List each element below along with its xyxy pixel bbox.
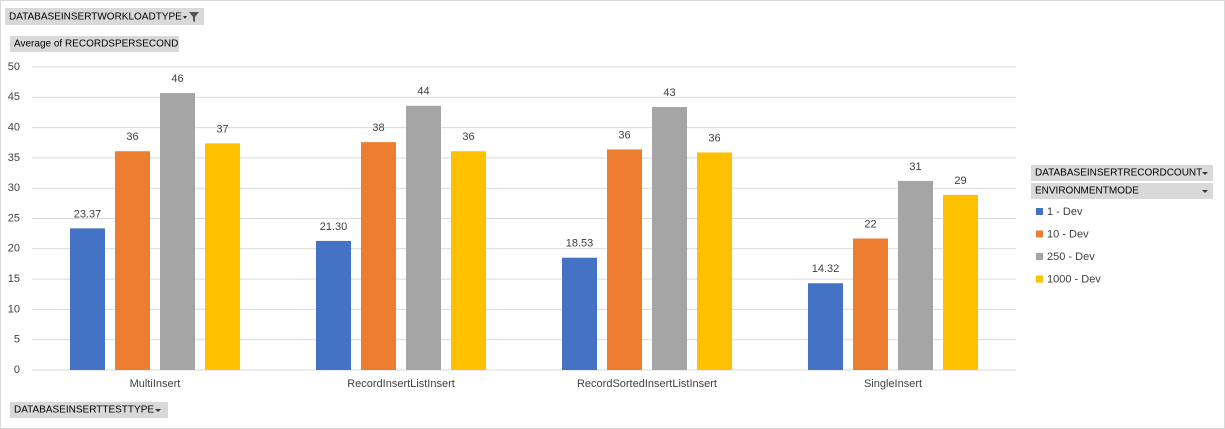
legend-label: 250 - Dev <box>1047 251 1095 263</box>
value-label: 14.32 <box>812 263 840 275</box>
dropdown-arrow <box>1202 172 1208 175</box>
dropdown-arrow <box>155 409 161 412</box>
x-tick-label: MultiInsert <box>130 378 181 390</box>
bar <box>898 180 933 370</box>
x-tick-label: SingleInsert <box>864 378 922 390</box>
legend-label: 1 - Dev <box>1047 206 1083 218</box>
bar <box>943 194 978 370</box>
value-label: 36 <box>618 129 630 141</box>
bar <box>316 240 351 370</box>
legend-swatch <box>1036 230 1043 238</box>
value-label: 37 <box>216 123 228 135</box>
bar <box>115 151 150 370</box>
button-bg <box>10 36 179 52</box>
value-label: 43 <box>663 87 675 99</box>
bar <box>607 149 642 370</box>
legend-swatch <box>1036 208 1043 215</box>
bar <box>361 142 396 370</box>
value-label: 44 <box>417 86 429 98</box>
legend-field: ENVIRONMENTMODE <box>1035 186 1139 197</box>
bar <box>70 228 105 370</box>
button-bg <box>5 8 204 25</box>
value-label: 23.37 <box>74 208 102 220</box>
value-label: 29 <box>954 175 966 187</box>
y-tick-label: 40 <box>8 122 20 134</box>
y-tick-label: 50 <box>8 61 20 73</box>
bar <box>205 143 240 370</box>
value-label: 38 <box>372 122 384 134</box>
dropdown-arrow <box>1202 190 1208 193</box>
value-label: 31 <box>909 161 921 173</box>
legend-field-button[interactable]: ENVIRONMENTMODE <box>1031 183 1213 199</box>
bar <box>808 283 843 370</box>
bar <box>562 257 597 370</box>
filter-button[interactable]: DATABASEINSERTWORKLOADTYPE <box>5 8 204 25</box>
legend-field-button[interactable]: DATABASEINSERTRECORDCOUNT <box>1031 165 1213 181</box>
y-tick-label: 0 <box>14 364 20 376</box>
values-button: Average of RECORDSPERSECOND <box>10 36 179 52</box>
bar <box>697 152 732 370</box>
bar <box>853 238 888 370</box>
filter-icon <box>189 12 199 22</box>
y-tick-label: 10 <box>8 303 20 315</box>
value-label: 18.53 <box>566 238 594 250</box>
y-tick-label: 5 <box>14 334 20 346</box>
bar <box>406 105 441 370</box>
button-bg <box>1031 165 1213 181</box>
y-tick-label: 20 <box>8 243 20 255</box>
x-tick-label: RecordInsertListInsert <box>347 378 455 390</box>
value-label: 21.30 <box>320 221 348 233</box>
values-field: Average of RECORDSPERSECOND <box>14 39 178 50</box>
y-tick-label: 30 <box>8 182 20 194</box>
value-label: 36 <box>462 131 474 143</box>
legend-label: 1000 - Dev <box>1047 273 1101 285</box>
axis-field: DATABASEINSERTTESTTYPE <box>14 405 154 416</box>
button-bg <box>10 402 168 418</box>
y-tick-label: 15 <box>8 273 20 285</box>
legend-label: 10 - Dev <box>1047 228 1089 240</box>
legend-swatch <box>1036 253 1043 260</box>
filter-field: DATABASEINSERTWORKLOADTYPE <box>9 12 182 23</box>
bar <box>652 106 687 370</box>
legend-swatch <box>1036 275 1043 283</box>
value-label: 36 <box>126 131 138 143</box>
bar <box>451 151 486 370</box>
button-bg <box>1031 183 1213 199</box>
y-tick-label: 45 <box>8 91 20 103</box>
y-tick-label: 25 <box>8 212 20 224</box>
value-label: 46 <box>171 73 183 85</box>
value-label: 22 <box>864 218 876 230</box>
x-tick-label: RecordSortedInsertListInsert <box>577 378 717 390</box>
y-tick-label: 35 <box>8 152 20 164</box>
bar <box>160 93 195 371</box>
legend-field: DATABASEINSERTRECORDCOUNT <box>1035 168 1202 179</box>
dropdown-arrow <box>183 16 187 19</box>
value-label: 36 <box>708 132 720 144</box>
axis-field-button[interactable]: DATABASEINSERTTESTTYPE <box>10 402 168 418</box>
